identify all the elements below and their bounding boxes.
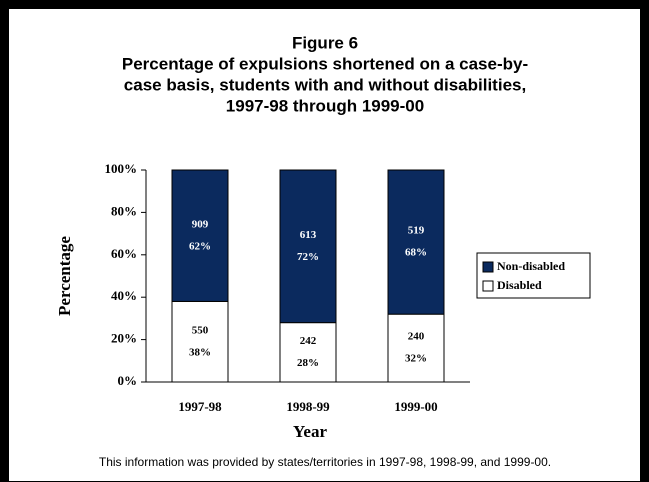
chart-title: case basis, students with and without di… [124,75,526,94]
legend-box [476,252,591,299]
bar-segment [387,313,445,383]
bar-segment [279,322,337,383]
x-tick-label: 1998-99 [286,399,330,414]
x-axis-label: Year [293,422,327,441]
value-label: 38% [189,346,211,358]
legend-label: Non-disabled [497,259,565,273]
value-label: 62% [189,240,211,252]
footnote: This information was provided by states/… [99,455,551,469]
y-tick-label: 20% [111,331,137,346]
count-label: 240 [408,331,425,343]
count-label: 613 [300,229,317,241]
count-label: 909 [192,218,209,230]
count-label: 550 [192,324,209,336]
y-tick-label: 0% [118,373,138,388]
chart-title: Percentage of expulsions shortened on a … [122,54,528,73]
legend-label: Disabled [497,278,542,292]
count-label: 519 [408,225,425,237]
chart-title: 1997-98 through 1999-00 [226,96,424,115]
legend-swatch [482,280,494,292]
chart-title: Figure 6 [292,33,358,52]
y-tick-label: 60% [111,246,137,261]
bar-segment [279,169,337,324]
count-label: 242 [300,335,317,347]
value-label: 28% [297,357,319,369]
y-tick-label: 40% [111,288,137,303]
y-tick-label: 80% [111,203,137,218]
value-label: 68% [405,247,427,259]
bar-segment [387,169,445,315]
y-tick-label: 100% [105,161,138,176]
value-label: 32% [405,353,427,365]
x-tick-label: 1997-98 [178,399,222,414]
value-label: 72% [297,251,319,263]
bar-segment [171,300,229,383]
legend-swatch [482,261,494,273]
x-tick-label: 1999-00 [394,399,437,414]
y-axis-label: Percentage [55,236,74,316]
bar-segment [171,169,229,302]
